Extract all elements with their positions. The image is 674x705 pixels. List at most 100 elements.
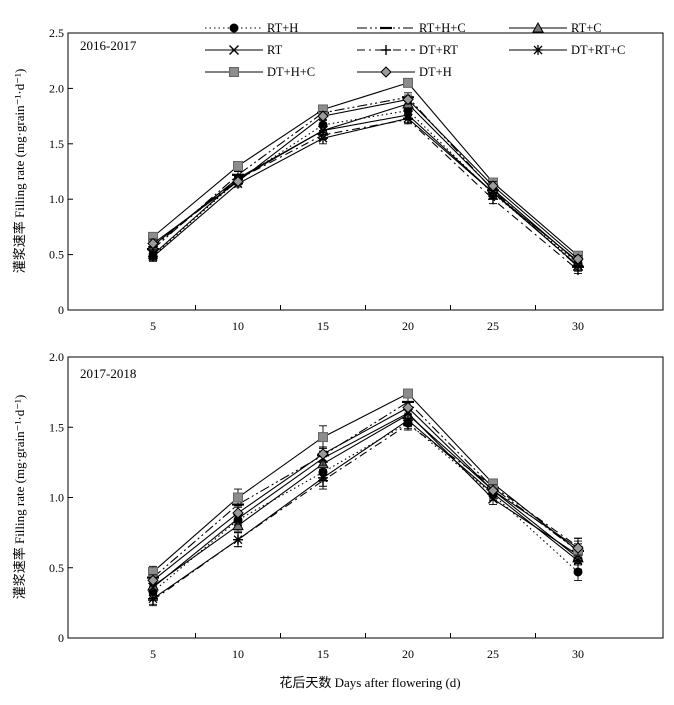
data-point (573, 260, 583, 271)
series-line (152, 82, 579, 257)
series-line (152, 423, 579, 601)
legend-item: RT+H+C (357, 21, 466, 35)
axis-ticks: 0 0.5 1.0 1.5 2.0 2.5 5 10 15 20 25 30 (49, 26, 584, 333)
data-point (318, 472, 328, 483)
x-tick-label: 5 (150, 647, 156, 661)
y-tick-label: 0 (58, 631, 64, 645)
data-point (403, 388, 413, 399)
data-point (233, 534, 243, 545)
panel-title: 2016-2017 (80, 38, 137, 53)
legend-label: RT+H (267, 21, 298, 35)
series-line (152, 422, 579, 593)
series-line (152, 98, 579, 260)
series-dt-h (147, 401, 584, 587)
legend-item: RT+H (205, 21, 298, 35)
panel-title: 2017-2018 (80, 366, 136, 381)
series-line (152, 406, 579, 581)
data-point (402, 93, 414, 106)
data-point (403, 113, 413, 124)
x-tick-label: 15 (317, 319, 329, 333)
data-point (233, 492, 243, 503)
x-tick-label: 30 (572, 647, 584, 661)
legend-item: DT+RT+C (509, 43, 625, 57)
data-point (147, 574, 159, 587)
legend-label: DT+RT (419, 43, 458, 57)
x-axis-label: 花后天数 Days after flowering (d) (279, 675, 460, 690)
data-point (317, 110, 329, 122)
y-tick-label: 1.0 (49, 491, 64, 505)
series-line (152, 412, 579, 588)
data-point (233, 160, 243, 171)
legend-marker (380, 66, 392, 78)
data-point (148, 251, 158, 262)
y-tick-label: 2.0 (49, 350, 64, 364)
series-line (152, 413, 579, 587)
legend-label: DT+H (419, 65, 452, 79)
x-tick-label: 10 (232, 319, 244, 333)
x-tick-label: 5 (150, 319, 156, 333)
x-tick-label: 10 (232, 647, 244, 661)
series-line (152, 103, 579, 263)
panel-2017-2018: 2017-2018 灌浆速率 Filling rate (mg·grain⁻¹·… (12, 350, 664, 661)
data-point (147, 237, 159, 250)
legend-marker (532, 21, 544, 33)
series-line (152, 419, 579, 600)
legend-label: RT+C (571, 21, 602, 35)
legend-label: RT (267, 43, 283, 57)
panel-2016-2017: 2016-2017 灌浆速率 Filling rate (mg·grain⁻¹·… (12, 21, 664, 333)
legend: RT+H RT+H+C RT+C RT DT+RT DT+RT+C DT+H+C DT+H (205, 21, 625, 79)
data-point (403, 415, 413, 426)
series-dt-h (147, 93, 584, 265)
data-point (232, 507, 244, 519)
series-lines (147, 77, 584, 276)
x-tick-label: 25 (487, 319, 499, 333)
y-tick-label: 1.5 (49, 420, 64, 434)
legend-marker (229, 67, 239, 77)
y-tick-label: 2.5 (49, 26, 64, 40)
data-point (488, 187, 498, 198)
data-point (148, 593, 158, 604)
data-point (232, 175, 244, 188)
data-point (487, 180, 499, 192)
legend-label: DT+H+C (267, 65, 315, 79)
x-tick-label: 30 (572, 319, 584, 333)
data-point (572, 253, 584, 265)
y-tick-label: 1.5 (49, 137, 64, 151)
legend-item: RT (205, 43, 283, 57)
legend-label: RT+H+C (419, 21, 466, 35)
y-tick-label: 0.5 (49, 248, 64, 262)
x-tick-label: 20 (402, 647, 414, 661)
y-tick-label: 1.0 (49, 192, 64, 206)
series-line (152, 96, 579, 268)
y-tick-label: 0 (58, 303, 64, 317)
data-point (318, 432, 328, 443)
y-axis-label: 灌浆速率 Filling rate (mg·grain⁻¹·d⁻¹) (12, 395, 27, 600)
series-dt-h-c (148, 388, 583, 579)
legend-label: DT+RT+C (571, 43, 625, 57)
series-line (152, 109, 579, 264)
series-line (152, 401, 579, 579)
legend-marker (229, 45, 239, 55)
legend-item: DT+H+C (205, 65, 315, 79)
x-tick-label: 15 (317, 647, 329, 661)
data-point (487, 484, 499, 497)
legend-item: DT+RT (357, 43, 458, 57)
legend-marker (533, 45, 543, 55)
data-point (403, 77, 413, 88)
x-tick-label: 25 (487, 647, 499, 661)
legend-marker (381, 45, 391, 55)
data-point (572, 542, 584, 554)
data-point (318, 133, 328, 144)
series-line (152, 118, 579, 271)
x-tick-label: 20 (402, 319, 414, 333)
series-line (152, 117, 579, 267)
axis-ticks: 0 0.5 1.0 1.5 2.0 5 10 15 20 25 30 (49, 350, 584, 661)
data-point (317, 448, 329, 460)
data-point (232, 519, 244, 531)
legend-item: RT+C (509, 21, 602, 35)
legend-marker (229, 23, 239, 33)
series-line (152, 392, 579, 573)
y-tick-label: 2.0 (49, 81, 64, 95)
